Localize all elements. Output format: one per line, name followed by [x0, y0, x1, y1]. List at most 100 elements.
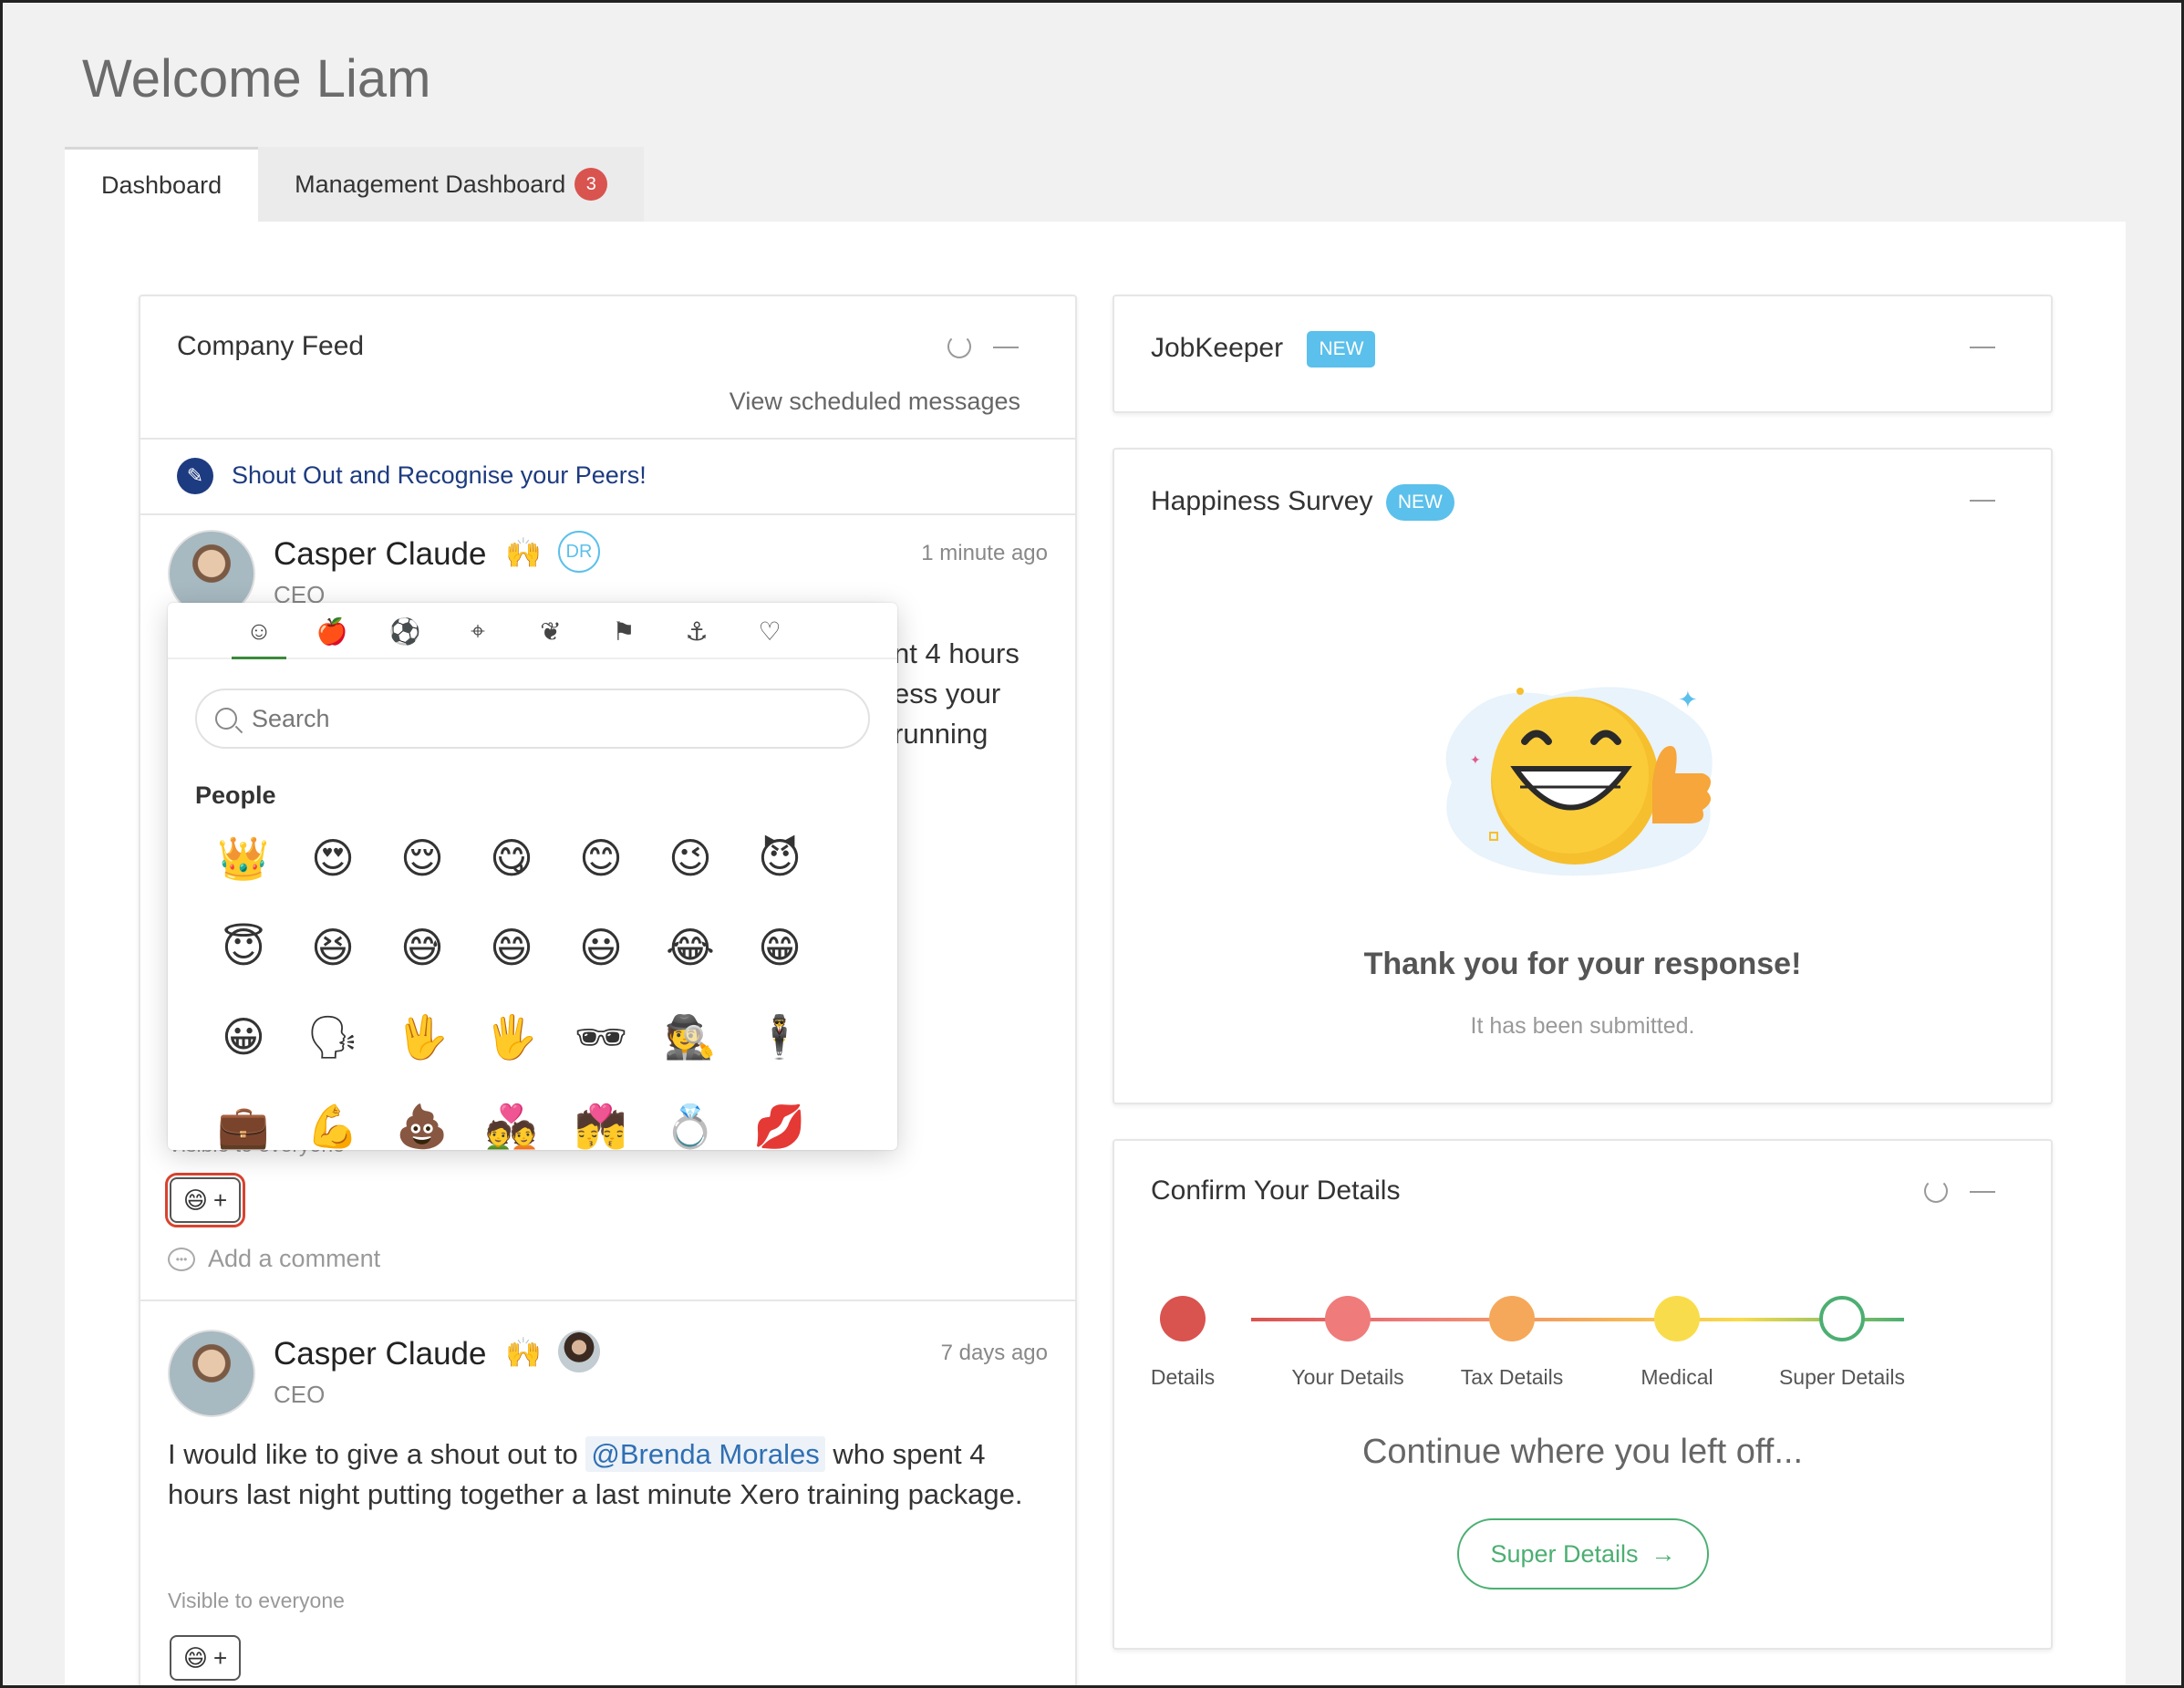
emoji-option[interactable]: 😆 — [311, 923, 355, 972]
avatar[interactable] — [168, 1330, 255, 1417]
category-flags-icon[interactable]: ⚑ — [612, 616, 636, 646]
emoji-option[interactable]: 😉 — [668, 834, 712, 883]
emoji-option[interactable]: 😂 — [666, 923, 715, 972]
emoji-option[interactable]: 💼 — [217, 1102, 270, 1150]
emoji-option[interactable]: 🗣 — [305, 1012, 360, 1061]
category-food-icon[interactable]: 🍎 — [316, 616, 348, 646]
emoji-option[interactable]: 😍 — [311, 834, 355, 883]
emoji-option[interactable]: 💑 — [485, 1102, 538, 1150]
post-text-fragment: nt 4 hours — [894, 637, 1020, 669]
view-scheduled-link[interactable]: View scheduled messages — [729, 388, 1020, 415]
search-icon — [215, 708, 237, 730]
collapse-icon[interactable] — [1970, 500, 1995, 502]
category-people-icon[interactable]: ☺ — [232, 612, 286, 659]
emoji-option[interactable]: 😊 — [579, 834, 623, 883]
progress-step-dot[interactable] — [1160, 1296, 1206, 1341]
happiness-title: Happiness Survey NEW — [1151, 484, 1454, 521]
post-timestamp: 7 days ago — [940, 1341, 1048, 1365]
add-reaction-button[interactable]: 😄 + — [170, 1635, 241, 1681]
clap-icon: 🙌 — [505, 1336, 542, 1369]
emoji-option[interactable]: 🕴 — [753, 1012, 806, 1061]
category-objects-icon[interactable]: ⚓ — [685, 616, 709, 646]
tab-bar: Dashboard Management Dashboard 3 — [65, 147, 645, 222]
emoji-search-input[interactable]: Search — [195, 689, 870, 749]
add-reaction-button[interactable]: 😄 + — [165, 1173, 245, 1227]
page-title: Welcome Liam — [82, 49, 431, 109]
progress-track — [1251, 1318, 1904, 1321]
progress-step-dot[interactable] — [1654, 1296, 1700, 1341]
mention-link[interactable]: @Brenda Morales — [585, 1436, 825, 1472]
happy-face-illustration: ✦ ✦ — [1445, 687, 1713, 876]
category-activity-icon[interactable]: ⚽ — [388, 616, 421, 646]
continue-message: Continue where you left off... — [1361, 1433, 1804, 1471]
refresh-icon[interactable] — [947, 335, 971, 358]
tab-management-dashboard[interactable]: Management Dashboard 3 — [258, 147, 645, 222]
collapse-icon[interactable] — [1970, 347, 1995, 348]
emoji-option[interactable]: 👑 — [217, 834, 270, 883]
emoji-option[interactable]: 💏 — [574, 1102, 627, 1150]
add-comment-field[interactable]: ••• Add a comment — [168, 1245, 380, 1273]
category-nature-icon[interactable]: ❦ — [540, 616, 562, 646]
emoji-option[interactable]: 🕵 — [664, 1012, 717, 1061]
clap-icon: 🙌 — [505, 536, 542, 569]
emoji-option[interactable]: 😋 — [490, 834, 533, 883]
super-details-button[interactable]: Super Details → — [1457, 1518, 1709, 1590]
happiness-title-text: Happiness Survey — [1151, 485, 1373, 516]
category-symbols-icon[interactable]: ♡ — [758, 616, 781, 646]
progress-step-dot[interactable] — [1819, 1296, 1865, 1341]
emoji-option[interactable]: 🖐 — [485, 1012, 538, 1061]
emoji-option[interactable]: 😌 — [400, 834, 444, 883]
emoji-section-label: People — [195, 782, 276, 809]
emoji-grid: 👑 😍 😌 😋 😊 😉 😈 😇 😆 😅 😄 😃 😂 😁 😀 🗣 🖖 🖐 🕶 🕵 🕴 💼 💪 💩 💑 💏 💍 💋 — [199, 835, 855, 1149]
post-role: CEO — [274, 1381, 326, 1408]
emoji-option[interactable]: 😃 — [579, 923, 623, 972]
post-text-fragment: running — [894, 718, 988, 750]
category-places-icon[interactable]: ⌖ — [471, 616, 485, 645]
progress-step-label: Tax Details — [1460, 1365, 1564, 1389]
emoji-option[interactable]: 😄 — [490, 923, 533, 972]
plus-icon: + — [212, 1643, 228, 1672]
progress-step-label: Medical — [1641, 1365, 1713, 1389]
shout-out-link[interactable]: Shout Out and Recognise your Peers! — [232, 461, 647, 489]
notification-badge: 3 — [574, 168, 608, 201]
emoji-option[interactable]: 😇 — [222, 923, 265, 972]
post-body: I would like to give a shout out to @Bre… — [168, 1434, 1025, 1515]
progress-step-label: Your Details — [1291, 1365, 1404, 1389]
super-details-label: Super Details — [1490, 1539, 1639, 1568]
collapse-icon[interactable] — [993, 347, 1019, 348]
svg-text:✦: ✦ — [1470, 753, 1481, 768]
collapse-icon[interactable] — [1970, 1191, 1995, 1193]
jobkeeper-title: JobKeeper NEW — [1151, 331, 1376, 368]
survey-submitted-message: It has been submitted. — [1470, 1013, 1695, 1039]
tagged-user-initials[interactable]: DR — [558, 531, 600, 573]
progress-step-dot[interactable] — [1489, 1296, 1535, 1341]
post-author[interactable]: Casper Claude — [274, 536, 487, 572]
visibility-label: Visible to everyone — [168, 1589, 345, 1612]
emoji-option[interactable]: 💍 — [664, 1102, 717, 1150]
tab-dashboard[interactable]: Dashboard — [65, 147, 259, 222]
emoji-option[interactable]: 😅 — [400, 923, 444, 972]
emoji-option[interactable]: 😀 — [222, 1012, 265, 1061]
emoji-option[interactable]: 😈 — [758, 834, 802, 883]
emoji-picker: ☺ 🍎 ⚽ ⌖ ❦ ⚑ ⚓ ♡ Search People 👑 😍 😌 😋 😊 😉 😈 😇 😆 😅… — [168, 603, 897, 1150]
emoji-category-bar: ☺ 🍎 ⚽ ⌖ ❦ ⚑ ⚓ ♡ — [168, 603, 897, 659]
progress-step-label: Super Details — [1778, 1365, 1906, 1389]
post-timestamp: 1 minute ago — [921, 541, 1048, 565]
post-author[interactable]: Casper Claude — [274, 1336, 487, 1372]
divider — [140, 438, 1075, 440]
tagged-user-avatar[interactable] — [558, 1331, 600, 1372]
arrow-right-icon: → — [1651, 1539, 1676, 1568]
emoji-option[interactable]: 💪 — [306, 1102, 359, 1150]
emoji-option[interactable]: 🕶 — [574, 1012, 628, 1061]
progress-step-dot[interactable] — [1325, 1296, 1371, 1341]
post-text-fragment: ess your — [894, 678, 1001, 709]
emoji-option[interactable]: 💋 — [753, 1102, 806, 1150]
emoji-option[interactable]: 😁 — [758, 923, 802, 972]
refresh-icon[interactable] — [1924, 1179, 1948, 1203]
emoji-option[interactable]: 🖖 — [396, 1012, 449, 1061]
emoji-option[interactable]: 💩 — [396, 1102, 449, 1150]
pencil-icon[interactable]: ✎ — [177, 458, 213, 494]
divider — [140, 1300, 1075, 1301]
survey-thanks-message: Thank you for your response! — [1363, 947, 1802, 981]
